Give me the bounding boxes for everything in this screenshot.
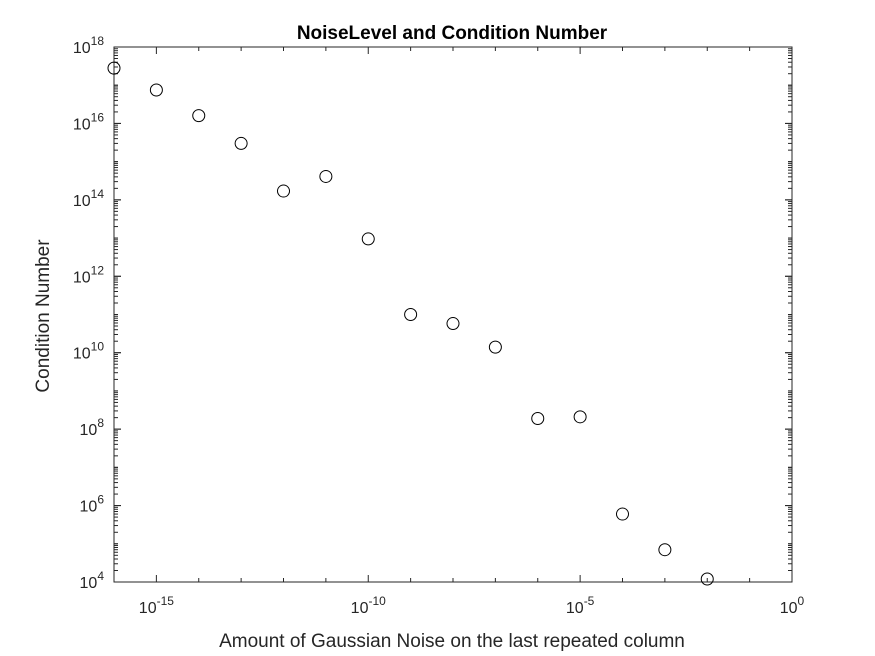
x-tick-label: 10-5: [566, 594, 595, 617]
y-tick-exponent: 6: [97, 493, 104, 507]
data-point: [319, 169, 333, 183]
x-axis-label: Amount of Gaussian Noise on the last rep…: [219, 631, 685, 652]
y-tick-base: 10: [73, 116, 91, 133]
y-tick-exponent: 4: [97, 569, 104, 583]
y-tick-exponent: 14: [91, 187, 105, 201]
x-tick-base: 10: [780, 600, 798, 617]
y-tick-label: 108: [80, 416, 105, 439]
data-points: [107, 61, 714, 586]
x-tick-base: 10: [139, 600, 157, 617]
x-tick-exponent: -5: [584, 594, 595, 608]
data-point: [658, 543, 672, 557]
data-point: [361, 232, 375, 246]
tick-marks: [113, 46, 793, 583]
y-tick-base: 10: [80, 575, 98, 592]
data-point: [531, 411, 545, 425]
chart-title: NoiseLevel and Condition Number: [297, 23, 608, 44]
x-tick-base: 10: [566, 600, 584, 617]
y-tick-exponent: 16: [91, 110, 105, 124]
data-point: [149, 83, 163, 97]
x-tick-label: 10-10: [351, 594, 386, 617]
data-point: [404, 308, 418, 321]
y-tick-label: 104: [80, 569, 105, 592]
data-point: [107, 61, 121, 75]
y-tick-label: 1018: [73, 34, 104, 57]
y-tick-base: 10: [80, 499, 98, 516]
y-tick-base: 10: [80, 422, 98, 439]
data-point: [446, 317, 460, 331]
y-tick-base: 10: [73, 193, 91, 210]
data-point: [234, 136, 248, 150]
x-tick-labels: 10-15 10-10 10-5 100: [139, 594, 805, 617]
data-point: [573, 410, 587, 424]
y-tick-base: 10: [73, 346, 91, 363]
x-tick-exponent: -10: [368, 594, 386, 608]
y-tick-label: 106: [80, 493, 105, 516]
data-point: [700, 572, 714, 586]
y-tick-label: 1012: [73, 263, 104, 286]
y-tick-exponent: 8: [97, 416, 104, 430]
y-tick-base: 10: [73, 269, 91, 286]
x-tick-exponent: -15: [157, 594, 175, 608]
x-tick-label: 100: [780, 594, 805, 617]
y-tick-base: 10: [73, 40, 91, 57]
y-tick-label: 1014: [73, 187, 104, 210]
x-tick-base: 10: [351, 600, 369, 617]
y-tick-exponent: 18: [91, 34, 105, 48]
data-point: [616, 507, 629, 521]
y-tick-label: 1010: [73, 340, 104, 363]
y-tick-exponent: 10: [91, 340, 105, 354]
x-tick-label: 10-15: [139, 594, 174, 617]
x-tick-exponent: 0: [798, 594, 805, 608]
y-axis-label: Condition Number: [33, 239, 54, 393]
data-point: [277, 184, 290, 198]
data-point: [192, 109, 206, 123]
y-tick-label: 1016: [73, 110, 104, 133]
data-point: [488, 340, 502, 354]
y-tick-exponent: 12: [91, 263, 105, 277]
